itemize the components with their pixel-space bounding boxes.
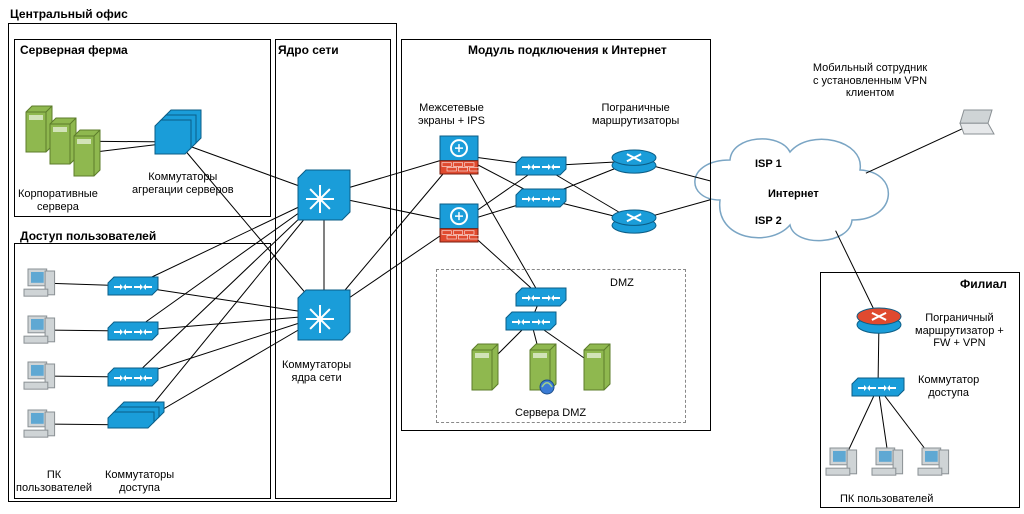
label-server_farm: Серверная ферма	[20, 44, 128, 58]
label-access_sw: Коммутаторыдоступа	[105, 469, 174, 494]
label-internet: Интернет	[768, 188, 819, 201]
label-agg_sw: Коммутаторыагрегации серверов	[132, 171, 234, 196]
box-dmz	[436, 269, 686, 423]
label-core_sw: Коммутаторыядра сети	[282, 359, 351, 384]
box-core	[275, 39, 391, 499]
label-core: Ядро сети	[278, 44, 339, 58]
label-user_access: Доступ пользователей	[20, 230, 156, 244]
label-dmz_title: DMZ	[610, 277, 634, 290]
label-border_routers: Пограничныемаршрутизаторы	[592, 102, 679, 127]
label-mobile: Мобильный сотрудникс установленным VPNкл…	[813, 62, 927, 100]
label-fw_ips: Межсетевыеэкраны + IPS	[418, 102, 485, 127]
label-central_office: Центральный офис	[10, 8, 128, 22]
label-corp_servers: Корпоративныесервера	[18, 188, 98, 213]
box-user_access	[14, 243, 271, 499]
label-branch_sw: Коммутатордоступа	[918, 374, 979, 399]
label-isp1: ISP 1	[755, 158, 782, 171]
laptop-icon	[960, 110, 994, 134]
label-user_pc: ПКпользователей	[16, 469, 92, 494]
label-internet_module: Модуль подключения к Интернет	[468, 44, 667, 58]
label-isp2: ISP 2	[755, 215, 782, 228]
label-branch_router: Пограничныймаршрутизатор +FW + VPN	[915, 312, 1004, 350]
label-branch_pc: ПК пользователей	[840, 493, 933, 506]
label-branch_title: Филиал	[960, 278, 1007, 292]
label-dmz_servers: Сервера DMZ	[515, 407, 586, 420]
